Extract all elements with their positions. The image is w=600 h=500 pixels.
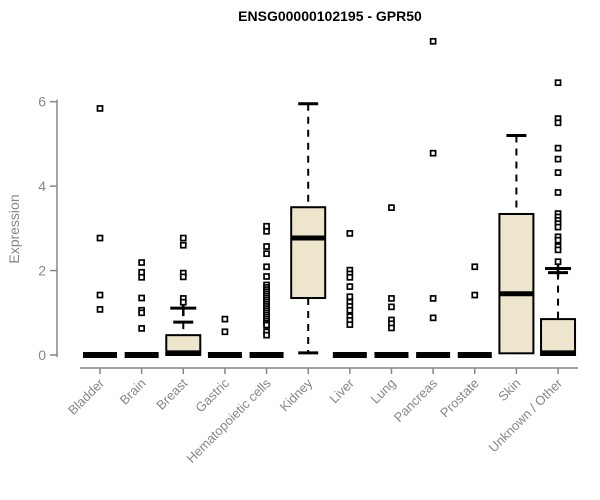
outlier-point: [554, 155, 562, 163]
outlier-point: [471, 263, 479, 271]
outlier-point: [263, 227, 270, 235]
outlier-point: [138, 309, 145, 317]
flat-box: [332, 352, 367, 358]
x-tick-label: Pancreas: [391, 375, 441, 425]
y-tick-label: 2: [38, 263, 46, 279]
outlier-point: [429, 314, 437, 322]
outlier-point: [263, 273, 270, 280]
flat-box: [374, 352, 409, 358]
x-tick-label: Breast: [153, 375, 190, 412]
x-tick-label: Lung: [368, 376, 399, 407]
outlier-point: [346, 283, 354, 290]
flat-box: [457, 352, 492, 358]
outlier-point: [554, 223, 562, 231]
flat-box: [83, 352, 117, 358]
outlier-point: [554, 79, 562, 87]
outlier-point: [554, 169, 562, 176]
flat-box: [124, 352, 159, 358]
outlier-point: [346, 273, 354, 281]
outlier-point: [346, 293, 354, 301]
outlier-point: [138, 294, 145, 302]
outlier-point: [263, 321, 270, 329]
y-tick-label: 4: [38, 178, 46, 194]
outlier-point: [388, 303, 395, 311]
outlier-point: [221, 328, 229, 336]
x-tick-label: Liver: [326, 375, 357, 406]
outlier-point: [263, 331, 270, 339]
outlier-point: [388, 295, 395, 302]
x-tick-label: Skin: [495, 376, 523, 404]
outlier-point: [96, 234, 104, 242]
y-tick-label: 6: [38, 94, 46, 110]
x-tick-label: Unknown / Other: [486, 375, 566, 455]
flat-box: [416, 352, 451, 358]
outlier-point: [96, 306, 104, 313]
outlier-point: [96, 291, 104, 299]
x-tick-label: Prostate: [437, 376, 482, 421]
outlier-point: [429, 149, 437, 157]
outlier-point: [429, 37, 437, 45]
x-tick-label: Brain: [117, 376, 149, 408]
outlier-point: [179, 273, 187, 281]
outlier-point: [138, 273, 145, 281]
box: [290, 206, 327, 300]
outlier-point: [221, 315, 229, 323]
outlier-point: [96, 105, 104, 112]
outlier-point: [388, 204, 395, 212]
flat-box: [249, 352, 284, 358]
outlier-point: [554, 119, 562, 127]
outlier-point: [138, 325, 145, 332]
outlier-point: [179, 298, 187, 306]
outlier-point: [554, 189, 562, 196]
box: [540, 318, 577, 357]
outlier-point: [554, 246, 562, 254]
outlier-point: [471, 291, 479, 299]
outlier-point: [554, 144, 562, 152]
outlier-point: [179, 234, 187, 242]
x-tick-label: Kidney: [277, 375, 316, 414]
outlier-point: [263, 263, 270, 271]
outlier-point: [179, 241, 187, 249]
outlier-point: [554, 258, 562, 266]
outlier-point: [346, 306, 354, 314]
outlier-point: [263, 243, 270, 250]
outlier-point: [388, 324, 395, 332]
outlier-point: [263, 250, 270, 258]
flat-box: [207, 352, 242, 358]
x-tick-label: Bladder: [65, 375, 108, 418]
outlier-point: [138, 259, 145, 266]
outlier-point: [554, 236, 562, 244]
y-tick-label: 0: [38, 347, 46, 363]
outlier-point: [346, 230, 354, 237]
outlier-point: [346, 321, 354, 328]
outlier-point: [429, 295, 437, 302]
x-tick-label: Gastric: [192, 375, 232, 415]
chart-title: ENSG00000102195 - GPR50: [238, 8, 422, 24]
box: [498, 212, 535, 355]
